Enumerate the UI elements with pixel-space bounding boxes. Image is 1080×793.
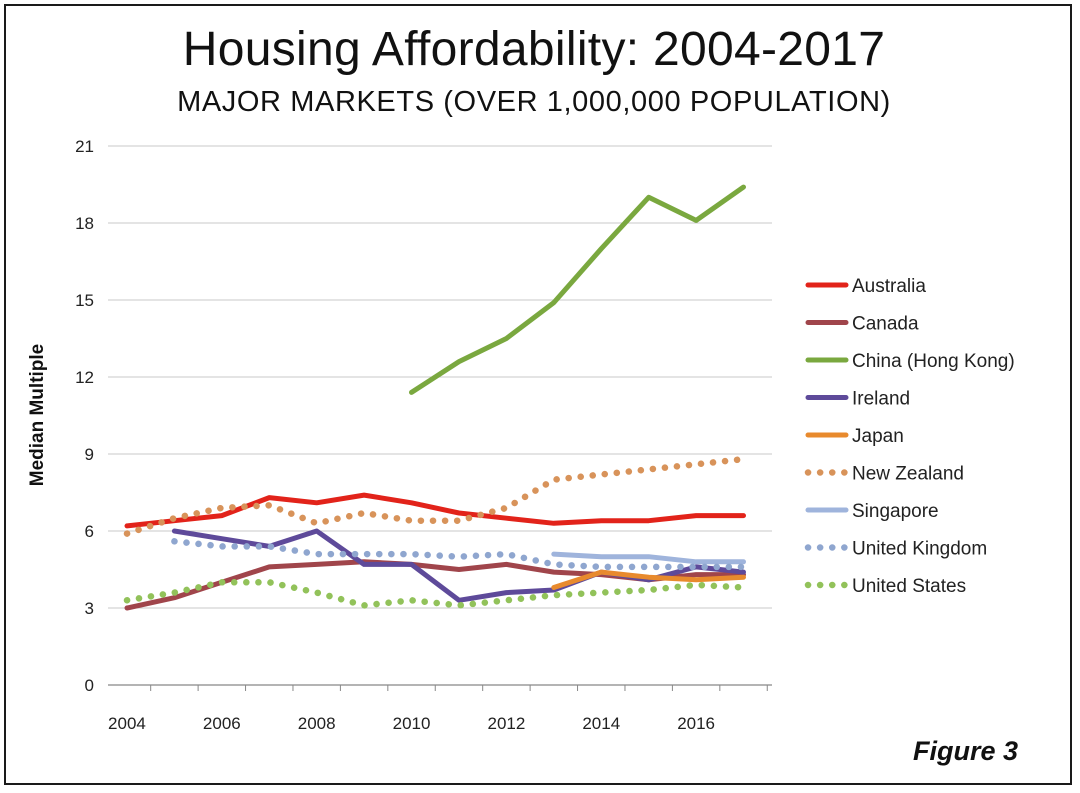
series-line-japan <box>551 569 746 590</box>
y-tick-label-4: 12 <box>75 368 94 387</box>
series-line-china-hong-kong <box>409 184 746 395</box>
x-tick-label-4: 2012 <box>487 714 525 733</box>
y-tick-label-5: 15 <box>75 291 94 310</box>
x-tick-label-0: 2004 <box>108 714 146 733</box>
y-tick-label-3: 9 <box>85 445 94 464</box>
figure-label: Figure 3 <box>912 736 1018 766</box>
x-tick-label-3: 2010 <box>393 714 431 733</box>
y-tick-label-2: 6 <box>85 522 94 541</box>
series-line-new-zealand <box>123 455 747 537</box>
legend-label-united-kingdom: United Kingdom <box>852 539 987 560</box>
x-tick-label-6: 2016 <box>677 714 715 733</box>
legend-label-ireland: Ireland <box>852 389 910 410</box>
y-tick-label-1: 3 <box>85 599 94 618</box>
x-tick-label-5: 2014 <box>582 714 620 733</box>
series-line-united-kingdom <box>171 538 747 571</box>
y-tick-label-0: 0 <box>85 676 94 695</box>
chart-subtitle: MAJOR MARKETS (OVER 1,000,000 POPULATION… <box>177 86 891 118</box>
legend-label-australia: Australia <box>852 276 926 297</box>
y-tick-label-7: 21 <box>75 137 94 156</box>
legend-label-japan: Japan <box>852 426 904 447</box>
chart-frame <box>4 4 1072 785</box>
legend-label-china-hong-kong: China (Hong Kong) <box>852 351 1015 372</box>
legend-label-singapore: Singapore <box>852 501 939 522</box>
series-line-singapore <box>551 551 746 565</box>
series-line-australia <box>124 492 746 529</box>
chart-title: Housing Affordability: 2004-2017 <box>182 23 886 76</box>
legend-label-new-zealand: New Zealand <box>852 464 964 485</box>
x-tick-label-1: 2006 <box>203 714 241 733</box>
series-line-united-states <box>123 579 747 609</box>
legend-label-canada: Canada <box>852 314 919 335</box>
legend-label-united-states: United States <box>852 576 966 597</box>
x-tick-label-2: 2008 <box>298 714 336 733</box>
y-tick-label-6: 18 <box>75 214 94 233</box>
